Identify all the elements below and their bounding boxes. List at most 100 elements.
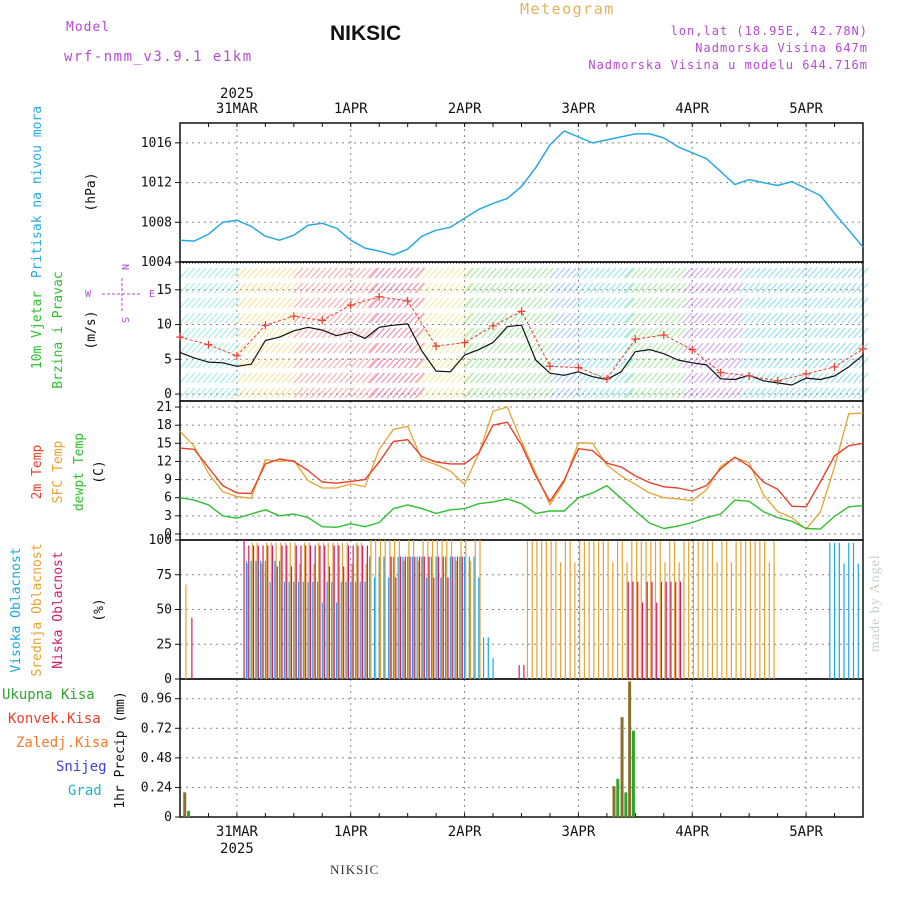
wind-barb bbox=[756, 297, 767, 309]
wind-barb bbox=[503, 357, 514, 369]
wind-barb bbox=[688, 327, 698, 339]
wind-barb bbox=[321, 282, 332, 294]
wind-barb bbox=[642, 342, 653, 354]
wind-barb bbox=[710, 327, 721, 339]
wind-barb bbox=[464, 312, 475, 324]
wind-barb bbox=[566, 327, 577, 339]
wind-barb bbox=[276, 297, 287, 309]
wind-barb bbox=[583, 282, 594, 294]
wind-barb bbox=[369, 357, 380, 369]
wind-barb bbox=[219, 282, 230, 294]
wind-barb bbox=[242, 387, 253, 399]
wind-barb bbox=[445, 327, 456, 339]
wind-barb bbox=[727, 327, 738, 339]
precip-legend-item: Snijeg bbox=[56, 759, 107, 775]
wind-barb bbox=[397, 297, 408, 309]
y-tick-label: 0 bbox=[164, 387, 172, 402]
wind-barb bbox=[818, 372, 829, 384]
wind-barb bbox=[560, 357, 571, 369]
wind-barb bbox=[450, 387, 461, 399]
wind-gust-marker bbox=[517, 307, 526, 316]
wind-barb bbox=[824, 342, 835, 354]
wind-barb bbox=[612, 372, 623, 384]
wind-barb bbox=[355, 297, 366, 309]
wind-barb bbox=[572, 372, 583, 384]
wind-barb bbox=[190, 297, 201, 309]
wind-barb bbox=[439, 282, 450, 294]
wind-barb bbox=[264, 387, 275, 399]
wind-barb bbox=[756, 327, 767, 339]
wind-barb bbox=[762, 387, 772, 399]
wind-barb bbox=[208, 342, 218, 354]
wind-barb bbox=[369, 327, 380, 339]
wind-barb bbox=[538, 387, 549, 399]
wind-barb bbox=[515, 342, 526, 354]
wind-barb bbox=[796, 267, 807, 279]
wind-barb bbox=[572, 267, 583, 279]
wind-barb bbox=[367, 357, 378, 369]
wind-barb bbox=[287, 282, 298, 294]
wind-barb bbox=[566, 282, 577, 294]
wind-barb bbox=[773, 267, 784, 279]
wind-barb bbox=[338, 387, 349, 399]
wind-barb bbox=[509, 387, 520, 399]
wind-barb bbox=[606, 312, 617, 324]
wind-barb bbox=[623, 327, 634, 339]
wind-barb bbox=[583, 387, 594, 399]
wind-barb bbox=[498, 387, 509, 399]
wind-barb bbox=[841, 327, 852, 339]
wind-barb bbox=[767, 312, 778, 324]
wind-barb bbox=[676, 342, 687, 354]
wind-barb bbox=[202, 357, 213, 369]
wind-barb bbox=[572, 387, 583, 399]
wind-barb bbox=[450, 282, 461, 294]
wind-barb bbox=[439, 267, 450, 279]
wind-barb bbox=[416, 387, 427, 399]
wind-barb bbox=[316, 312, 327, 324]
wind-barb bbox=[397, 357, 408, 369]
wind-barb bbox=[538, 282, 549, 294]
wind-barb bbox=[236, 312, 247, 324]
wind-barb bbox=[636, 297, 647, 309]
wind-barb bbox=[304, 297, 315, 309]
wind-barb bbox=[807, 297, 818, 309]
wind-barb bbox=[659, 297, 670, 309]
wind-barb bbox=[560, 282, 571, 294]
wind-barb bbox=[648, 282, 659, 294]
wind-barb bbox=[595, 327, 605, 339]
wind-barb bbox=[253, 357, 264, 369]
station-altitude: Nadmorska Visina 647m bbox=[695, 41, 868, 55]
wind-barb bbox=[259, 372, 270, 384]
precip-bar bbox=[628, 681, 632, 817]
wind-barb bbox=[185, 282, 196, 294]
wind-barb bbox=[422, 387, 433, 399]
wind-barb bbox=[355, 342, 366, 354]
wind-barb bbox=[744, 357, 755, 369]
wind-barb bbox=[414, 297, 425, 309]
date-label-top: 1APR bbox=[334, 101, 368, 117]
wind-barb bbox=[705, 372, 715, 384]
wind-barb bbox=[688, 297, 698, 309]
wind-barb bbox=[699, 297, 710, 309]
wind-barb bbox=[733, 387, 744, 399]
wind-barb bbox=[509, 357, 520, 369]
wind-barb bbox=[333, 372, 344, 384]
panel-precipitation bbox=[180, 679, 863, 817]
wind-barb bbox=[555, 342, 566, 354]
wind-barb bbox=[374, 327, 385, 339]
wind-barb bbox=[750, 327, 761, 339]
wind-barb bbox=[756, 387, 767, 399]
wind-barb bbox=[242, 282, 253, 294]
wind-barb bbox=[767, 357, 778, 369]
wind-barb bbox=[428, 312, 438, 324]
wind-barb bbox=[830, 297, 841, 309]
wind-barb bbox=[682, 282, 693, 294]
wind-barb bbox=[773, 312, 784, 324]
wind-barb bbox=[293, 372, 304, 384]
wind-barb bbox=[722, 357, 733, 369]
wind-barb bbox=[202, 282, 213, 294]
wind-barb bbox=[179, 342, 190, 354]
wind-barb bbox=[264, 297, 275, 309]
wind-barb bbox=[841, 267, 852, 279]
wind-barb bbox=[705, 282, 715, 294]
